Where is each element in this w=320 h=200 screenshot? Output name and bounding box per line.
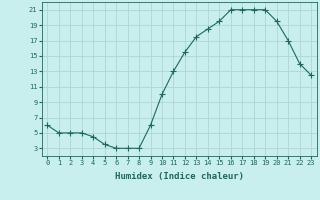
X-axis label: Humidex (Indice chaleur): Humidex (Indice chaleur)	[115, 172, 244, 181]
